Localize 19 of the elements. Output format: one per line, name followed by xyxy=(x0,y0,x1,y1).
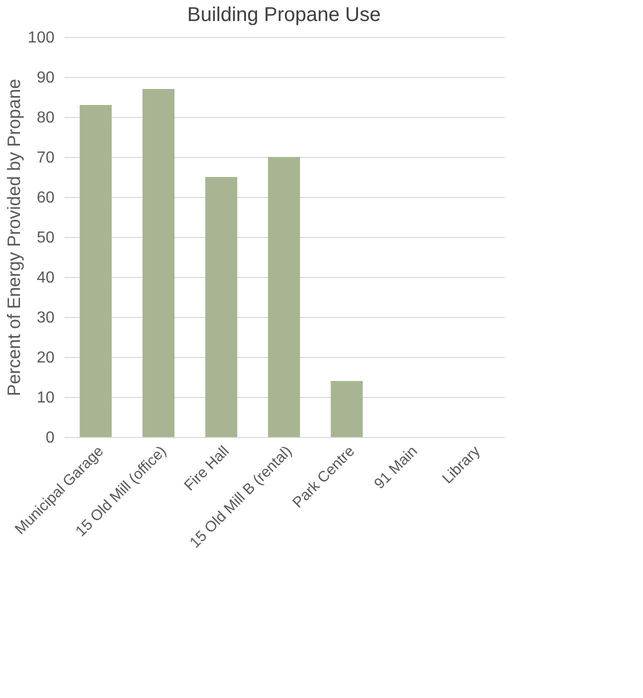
chart-title: Building Propane Use xyxy=(187,4,381,26)
y-tick-label: 10 xyxy=(36,390,55,406)
y-axis-title: Percent of Energy Provided by Propane xyxy=(4,78,24,396)
y-tick-label: 100 xyxy=(28,30,55,46)
y-tick-label: 80 xyxy=(36,110,55,126)
y-tick-label: 90 xyxy=(36,70,55,86)
y-tick-label: 0 xyxy=(46,430,55,446)
y-tick-label: 50 xyxy=(36,230,55,246)
y-tick-label: 70 xyxy=(36,150,55,166)
bar xyxy=(142,89,174,437)
y-tick-label: 20 xyxy=(36,350,55,366)
y-tick-label: 30 xyxy=(36,310,55,326)
bar xyxy=(205,177,238,437)
y-tick-label: 60 xyxy=(36,190,55,206)
bar xyxy=(330,381,363,437)
bar xyxy=(80,105,112,437)
bar xyxy=(268,157,300,437)
x-tick-label: Fire Hall xyxy=(181,442,233,494)
y-tick-label: 40 xyxy=(36,270,55,286)
